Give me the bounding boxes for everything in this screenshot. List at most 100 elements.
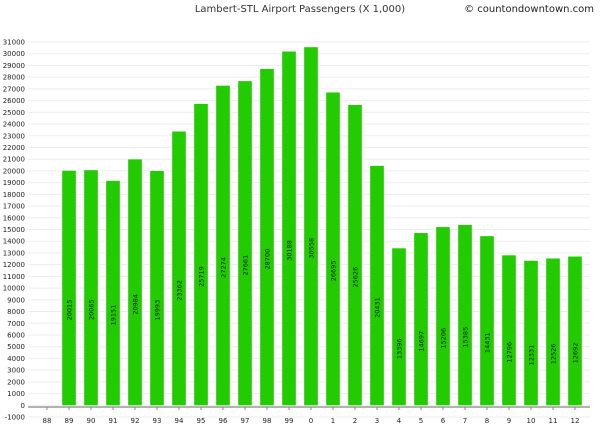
bar: [282, 51, 296, 406]
bar-value-label: 20984: [131, 294, 139, 315]
y-tick-label: 26000: [3, 97, 25, 105]
bar: [62, 170, 76, 406]
y-tick-label: 1000: [7, 390, 25, 398]
y-tick-label: 28000: [3, 74, 25, 82]
x-tick-label: 6: [441, 417, 446, 425]
bar-value-label: 12526: [549, 344, 557, 365]
y-tick-label: 0: [21, 402, 25, 410]
y-tick-label: 3000: [7, 367, 25, 375]
x-tick-label: 11: [549, 417, 558, 425]
bar-value-label: 12692: [571, 343, 579, 364]
bar: [392, 248, 406, 406]
y-tick-label: 17000: [3, 203, 25, 211]
bar-value-label: 19151: [109, 305, 117, 326]
bar: [458, 224, 472, 406]
bar: [304, 47, 318, 406]
y-tick-label: 16000: [3, 214, 25, 222]
x-tick-label: 8: [485, 417, 489, 425]
y-tick-label: 19000: [3, 179, 25, 187]
x-axis-ticks: 88 89 90 91 92 93 94 95 96 97 98 99 0 1 2 3 4 5 6 7 8 9 10 11 12: [43, 407, 580, 425]
bar: [150, 170, 164, 406]
x-tick-label: 7: [463, 417, 467, 425]
y-axis-ticks: -1000 0 1000 2000 3000 4000 5000 6000 7000 8000 90…: [3, 39, 25, 422]
bar: [348, 104, 362, 406]
bar: [524, 260, 538, 406]
x-tick-label: 10: [527, 417, 536, 425]
bar: [502, 255, 516, 406]
y-tick-label: 8000: [7, 308, 25, 316]
x-tick-label: 98: [263, 417, 272, 425]
x-tick-label: 2: [353, 417, 357, 425]
x-tick-label: 92: [131, 417, 140, 425]
x-tick-label: 4: [397, 417, 402, 425]
y-tick-label: 24000: [3, 121, 25, 129]
y-tick-label: 9000: [7, 296, 25, 304]
y-tick-label: 22000: [3, 144, 25, 152]
y-tick-label: 23000: [3, 132, 25, 140]
y-tick-label: 4000: [7, 355, 25, 363]
x-tick-label: 94: [175, 417, 184, 425]
x-tick-label: 99: [285, 417, 294, 425]
bar-value-label: 27661: [241, 255, 249, 276]
bar-value-label: 20431: [373, 297, 381, 318]
x-tick-label: 96: [219, 417, 228, 425]
y-tick-label: 12000: [3, 261, 25, 269]
bar: [238, 81, 252, 406]
chart-title: Lambert-STL Airport Passengers (X 1,000): [195, 4, 405, 15]
y-tick-label: 27000: [3, 85, 25, 93]
bar: [480, 236, 494, 406]
y-tick-label: 6000: [7, 331, 25, 339]
y-tick-label: 2000: [7, 378, 25, 386]
bar-value-label: 15385: [461, 327, 469, 348]
bar: [216, 85, 230, 406]
x-tick-label: 89: [65, 417, 74, 425]
y-tick-label: 5000: [7, 343, 25, 351]
bar: [546, 258, 560, 406]
x-tick-label: 97: [241, 417, 250, 425]
bar-value-label: 28700: [263, 249, 271, 270]
x-tick-label: 12: [571, 417, 580, 425]
y-tick-label: 21000: [3, 156, 25, 164]
bar-value-label: 30188: [285, 240, 293, 261]
y-tick-label: 13000: [3, 249, 25, 257]
x-tick-label: 0: [309, 417, 313, 425]
bar-value-label: 25626: [351, 267, 359, 288]
y-tick-label: -1000: [5, 414, 25, 422]
bar: [568, 256, 582, 406]
bar: [414, 233, 428, 406]
bar: [260, 68, 274, 406]
y-tick-label: 10000: [3, 285, 25, 293]
bar: [194, 103, 208, 406]
bar: [84, 170, 98, 406]
y-tick-label: 7000: [7, 320, 25, 328]
y-tick-label: 15000: [3, 226, 25, 234]
x-tick-label: 1: [331, 417, 335, 425]
x-tick-label: 3: [375, 417, 379, 425]
bar: [436, 227, 450, 406]
bar-value-label: 19993: [153, 300, 161, 321]
y-tick-label: 18000: [3, 191, 25, 199]
bar: [172, 131, 186, 406]
bar-value-label: 14697: [417, 331, 425, 352]
y-tick-label: 25000: [3, 109, 25, 117]
chart-credit: © countondowntown.com: [464, 4, 594, 15]
bar-value-label: 23362: [175, 280, 183, 301]
bar: [106, 180, 120, 406]
y-tick-label: 11000: [3, 273, 25, 281]
x-tick-label: 95: [197, 417, 206, 425]
bar-value-label: 15206: [439, 328, 447, 349]
bar-value-label: 20015: [65, 300, 73, 321]
y-tick-label: 14000: [3, 238, 25, 246]
x-tick-label: 91: [109, 417, 118, 425]
bars: [62, 47, 582, 406]
bar-value-label: 27274: [219, 257, 227, 278]
bar-value-label: 26695: [329, 261, 337, 282]
bar-value-label: 20065: [87, 299, 95, 320]
bar: [370, 165, 384, 406]
bar-value-label: 12331: [527, 345, 535, 366]
bar: [326, 92, 340, 406]
bar-value-label: 25719: [197, 266, 205, 287]
